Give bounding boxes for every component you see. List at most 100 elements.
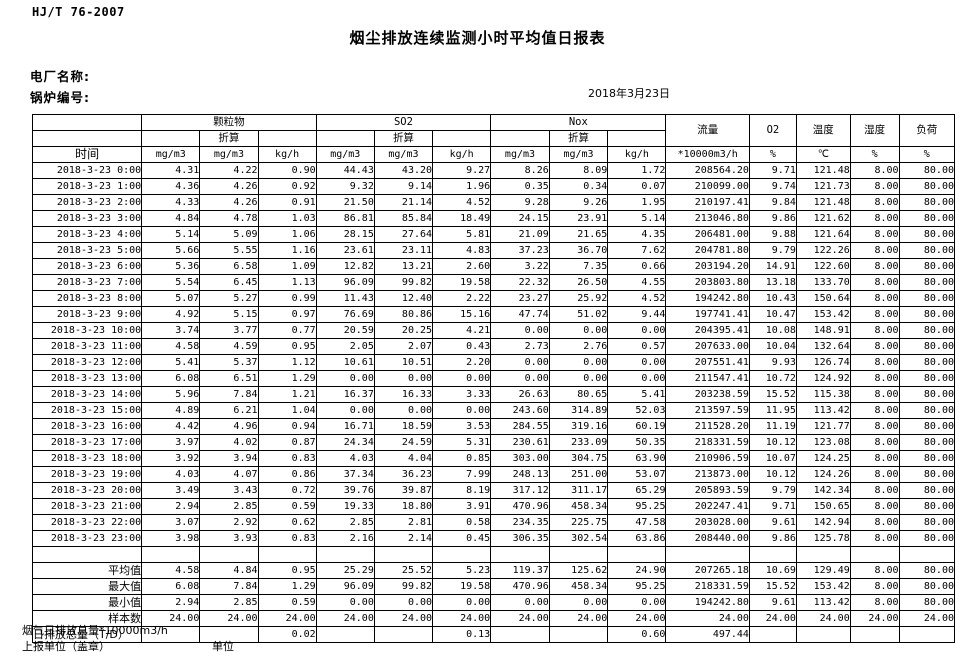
- report-date: 2018年3月23日: [588, 87, 670, 100]
- cell-value-9: 213597.59: [665, 402, 750, 419]
- cell-value-9: 204781.80: [665, 242, 750, 259]
- table-row: 2018-3-23 23:00 3.98 3.93 0.83 2.16 2.14 0.45 3…: [31, 530, 955, 547]
- cell-value-13: 80.00: [898, 210, 955, 227]
- cell-value-12: 8.00: [849, 354, 900, 371]
- converted-blank-pm-kgh: [257, 130, 317, 147]
- cell-value-2: 1.04: [257, 402, 317, 419]
- table-row: 2018-3-23 12:00 5.41 5.37 1.12 10.61 10.51 2.2…: [31, 354, 955, 371]
- unit-nox-converted-mgm3: mg/m3: [548, 146, 609, 163]
- cell-value-13: 80.00: [898, 418, 955, 435]
- cell-value-1: 3.94: [199, 450, 259, 467]
- cell-value-13: 80.00: [898, 258, 955, 275]
- cell-time: 2018-3-23 2:00: [31, 194, 143, 211]
- daily-total-value-11: [795, 626, 851, 643]
- cell-value-6: 0.00: [490, 370, 550, 387]
- emission-report-table: 颗粒物 SO2 Nox 流量 O2 温度 湿度 负荷 折算 折算 折算 时间 m…: [31, 114, 955, 643]
- cell-value-8: 5.41: [607, 386, 667, 403]
- cell-time: 2018-3-23 14:00: [31, 386, 143, 403]
- cell-value-12: 8.00: [849, 450, 900, 467]
- cell-value-7: 319.16: [548, 418, 609, 435]
- cell-value-8: 9.44: [607, 306, 667, 323]
- cell-value-6: 2.73: [490, 338, 550, 355]
- summary-value-5: 5.23: [432, 562, 492, 579]
- cell-value-11: 113.42: [795, 402, 851, 419]
- cell-time: 2018-3-23 3:00: [31, 210, 143, 227]
- cell-value-13: 80.00: [898, 338, 955, 355]
- cell-value-9: 203238.59: [665, 386, 750, 403]
- cell-value-5: 0.45: [432, 530, 492, 547]
- spacer-cell: [31, 546, 143, 563]
- summary-value-10: 10.69: [748, 562, 797, 579]
- summary-value-2: 0.59: [257, 594, 317, 611]
- cell-value-10: 9.84: [748, 194, 797, 211]
- boiler-number-label: 锅炉编号:: [30, 90, 90, 105]
- summary-value-12: 8.00: [849, 578, 900, 595]
- cell-value-8: 65.29: [607, 482, 667, 499]
- cell-value-2: 0.95: [257, 338, 317, 355]
- cell-value-0: 4.31: [141, 162, 201, 179]
- cell-value-6: 8.26: [490, 162, 550, 179]
- cell-value-0: 4.03: [141, 466, 201, 483]
- cell-value-12: 8.00: [849, 162, 900, 179]
- cell-value-11: 123.08: [795, 434, 851, 451]
- daily-total-value-1: [199, 626, 259, 643]
- unit-pm-kgh: kg/h: [257, 146, 317, 163]
- cell-value-10: 13.18: [748, 274, 797, 291]
- cell-value-6: 37.23: [490, 242, 550, 259]
- cell-value-13: 80.00: [898, 242, 955, 259]
- cell-value-4: 23.11: [373, 242, 434, 259]
- cell-value-2: 0.91: [257, 194, 317, 211]
- cell-value-6: 3.22: [490, 258, 550, 275]
- cell-time: 2018-3-23 7:00: [31, 274, 143, 291]
- cell-value-7: 314.89: [548, 402, 609, 419]
- cell-time: 2018-3-23 1:00: [31, 178, 143, 195]
- cell-value-3: 23.61: [315, 242, 375, 259]
- daily-total-value-4: [373, 626, 434, 643]
- cell-value-7: 304.75: [548, 450, 609, 467]
- cell-value-11: 126.74: [795, 354, 851, 371]
- summary-value-11: 24.00: [795, 610, 851, 627]
- daily-total-label: 日排放总量（T/D）: [31, 626, 143, 643]
- cell-value-11: 142.34: [795, 482, 851, 499]
- cell-value-4: 27.64: [373, 226, 434, 243]
- cell-value-7: 25.92: [548, 290, 609, 307]
- summary-value-11: 129.49: [795, 562, 851, 579]
- spacer-cell: [795, 546, 851, 563]
- cell-value-7: 36.70: [548, 242, 609, 259]
- spacer-cell: [548, 546, 609, 563]
- daily-total-value-6: [490, 626, 550, 643]
- cell-value-7: 0.00: [548, 370, 609, 387]
- converted-label-pm: 折算: [199, 130, 259, 147]
- cell-value-13: 80.00: [898, 514, 955, 531]
- cell-value-1: 6.21: [199, 402, 259, 419]
- spacer-cell: [665, 546, 750, 563]
- cell-value-13: 80.00: [898, 178, 955, 195]
- cell-value-6: 306.35: [490, 530, 550, 547]
- table-row: 2018-3-23 5:00 5.66 5.55 1.16 23.61 23.11 4.83…: [31, 242, 955, 259]
- daily-total-value-12: [849, 626, 900, 643]
- summary-value-10: 15.52: [748, 578, 797, 595]
- summary-value-2: 1.29: [257, 578, 317, 595]
- unit-so2-mgm3: mg/m3: [315, 146, 375, 163]
- standard-code: HJ/T 76-2007: [32, 5, 125, 19]
- cell-value-0: 4.42: [141, 418, 201, 435]
- table-row: 2018-3-23 4:00 5.14 5.09 1.06 28.15 27.64 5.81…: [31, 226, 955, 243]
- cell-value-8: 0.57: [607, 338, 667, 355]
- cell-value-7: 51.02: [548, 306, 609, 323]
- cell-value-10: 10.72: [748, 370, 797, 387]
- cell-value-2: 0.97: [257, 306, 317, 323]
- cell-value-2: 1.06: [257, 226, 317, 243]
- page-title: 烟尘排放连续监测小时平均值日报表: [349, 29, 606, 47]
- cell-value-5: 2.60: [432, 258, 492, 275]
- cell-value-3: 9.32: [315, 178, 375, 195]
- unit-so2-converted-mgm3: mg/m3: [373, 146, 434, 163]
- cell-value-9: 207633.00: [665, 338, 750, 355]
- cell-value-4: 2.81: [373, 514, 434, 531]
- cell-value-7: 26.50: [548, 274, 609, 291]
- converted-label-so2: 折算: [373, 130, 434, 147]
- cell-value-5: 4.21: [432, 322, 492, 339]
- cell-value-7: 21.65: [548, 226, 609, 243]
- spacer-cell: [432, 546, 492, 563]
- cell-value-0: 5.66: [141, 242, 201, 259]
- cell-value-12: 8.00: [849, 322, 900, 339]
